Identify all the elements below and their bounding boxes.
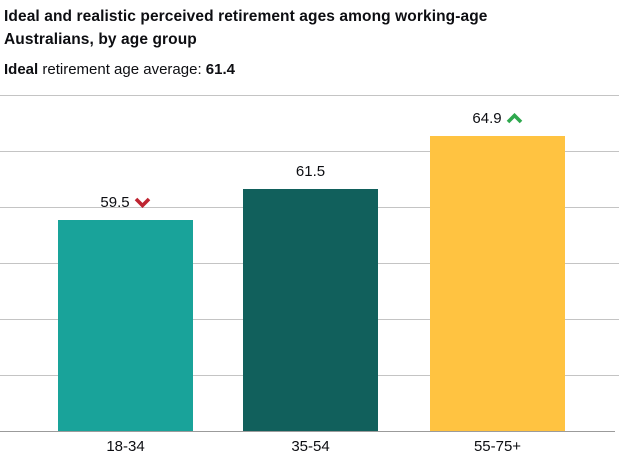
bar-value-text: 59.5 [100,194,130,211]
subtitle-text: retirement age average: [38,61,206,78]
chart-header: Ideal and realistic perceived retirement… [0,0,619,79]
subtitle-average-value: 61.4 [205,61,235,78]
trend-down-icon [134,197,150,208]
bar [58,220,193,431]
x-axis-line [0,430,615,432]
bar-value-label: 61.5 [243,164,378,180]
x-axis-label: 18-34 [106,438,145,455]
bar [430,136,565,431]
bar-value-text: 61.5 [295,163,326,180]
x-axis-label: 55-75+ [473,438,522,455]
bar [243,189,378,431]
chart-title: Ideal and realistic perceived retirement… [4,8,488,48]
bar-value-text: 64.9 [472,110,502,127]
x-axis-label: 35-54 [291,438,330,455]
bar-value-label: 64.9 [430,111,565,127]
bar-value-label: 59.5 [58,195,193,211]
subtitle-series-word: Ideal [4,61,39,78]
trend-up-icon [506,113,522,124]
chart-subtitle: Ideal retirement age average: 61.4 [4,61,579,79]
bar-chart-plot-area: 59.5 18-34 61.5 35-54 64.9 55-75+ [0,95,619,455]
